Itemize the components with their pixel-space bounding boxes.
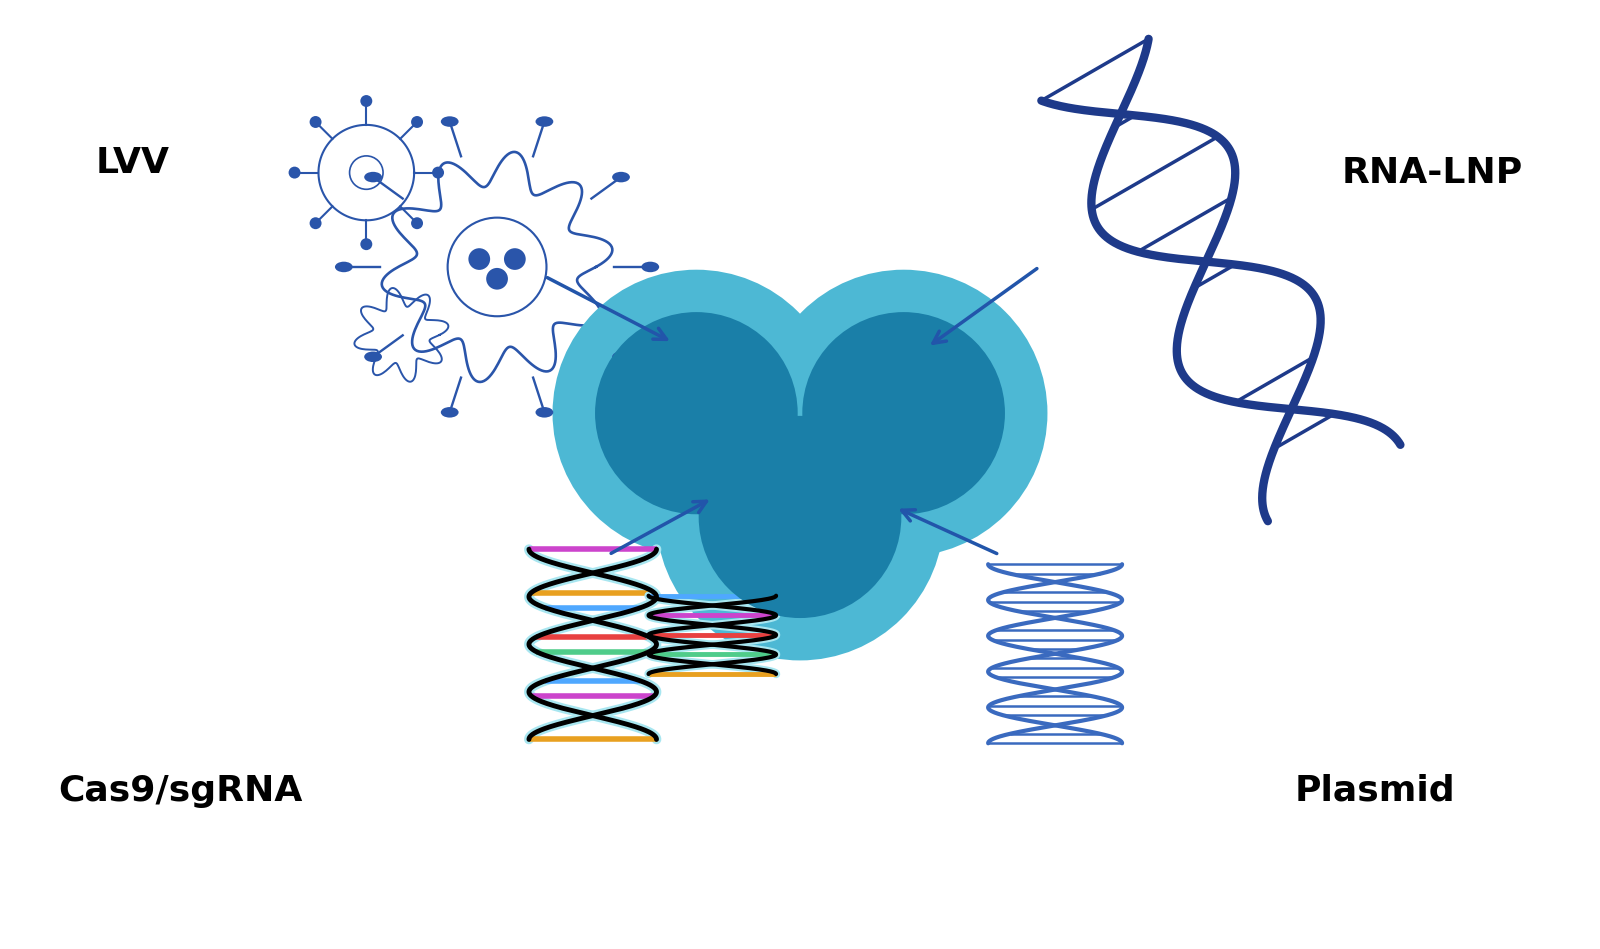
Circle shape bbox=[613, 351, 630, 363]
Circle shape bbox=[365, 172, 382, 182]
Ellipse shape bbox=[486, 268, 507, 289]
Circle shape bbox=[442, 117, 459, 127]
Circle shape bbox=[613, 172, 630, 182]
Ellipse shape bbox=[360, 95, 373, 107]
Ellipse shape bbox=[309, 116, 322, 128]
Ellipse shape bbox=[552, 270, 840, 557]
Ellipse shape bbox=[309, 217, 322, 229]
Ellipse shape bbox=[595, 312, 798, 514]
Ellipse shape bbox=[699, 416, 901, 618]
Ellipse shape bbox=[504, 249, 526, 270]
Circle shape bbox=[334, 262, 352, 272]
Circle shape bbox=[442, 407, 459, 418]
Text: Plasmid: Plasmid bbox=[1294, 773, 1454, 808]
Circle shape bbox=[365, 351, 382, 363]
Ellipse shape bbox=[656, 374, 944, 661]
Ellipse shape bbox=[288, 167, 301, 178]
Ellipse shape bbox=[802, 312, 1005, 514]
Ellipse shape bbox=[360, 238, 373, 251]
Circle shape bbox=[536, 117, 554, 127]
Ellipse shape bbox=[411, 217, 422, 229]
Ellipse shape bbox=[411, 116, 422, 128]
Ellipse shape bbox=[760, 270, 1048, 557]
Text: LVV: LVV bbox=[96, 146, 170, 180]
Circle shape bbox=[536, 407, 554, 418]
Ellipse shape bbox=[469, 249, 490, 270]
Ellipse shape bbox=[432, 167, 445, 178]
Text: Cas9/sgRNA: Cas9/sgRNA bbox=[59, 773, 302, 808]
Text: RNA-LNP: RNA-LNP bbox=[1342, 156, 1523, 190]
Circle shape bbox=[642, 262, 659, 272]
